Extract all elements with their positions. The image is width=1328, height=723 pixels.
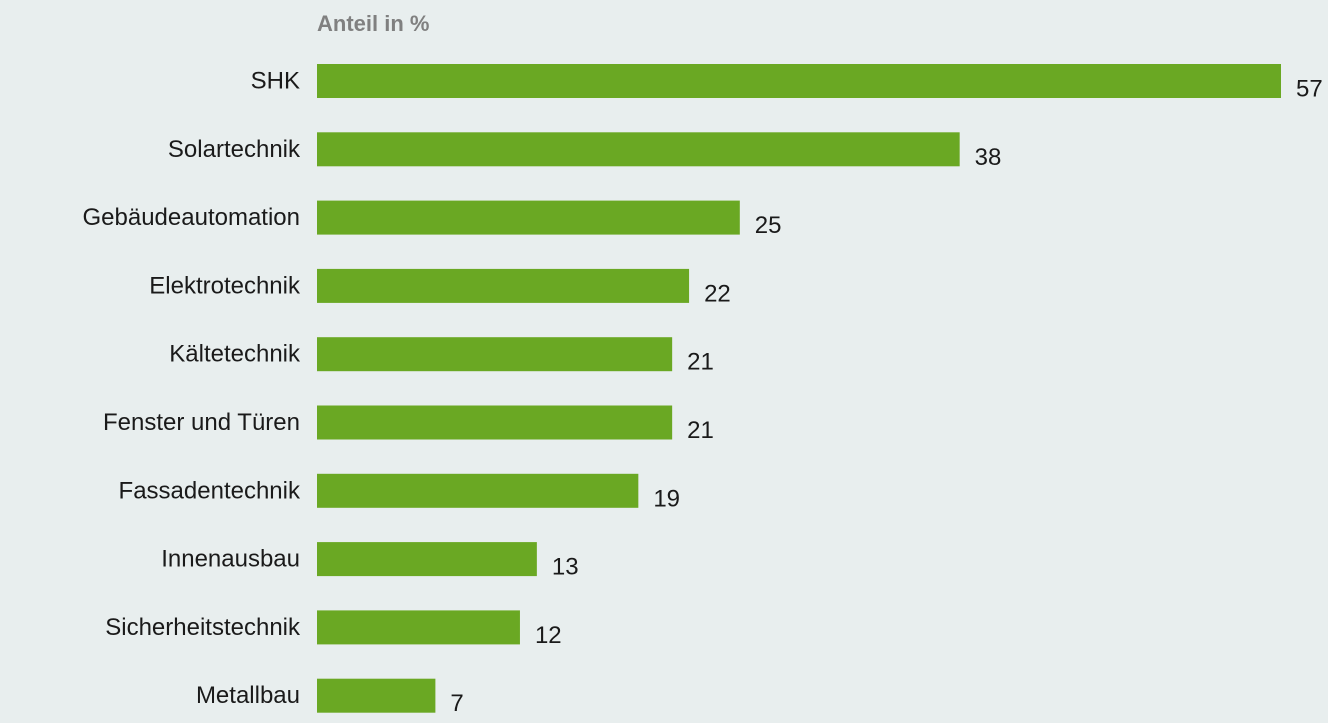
value-label-fenster-und-tueren: 21 bbox=[687, 417, 714, 444]
value-label-elektrotechnik: 22 bbox=[704, 280, 731, 307]
bars-group: SHK 57 Solartechnik 38 Gebäudeautomation 25 El… bbox=[83, 64, 1323, 717]
category-label-elektrotechnik: Elektrotechnik bbox=[149, 272, 301, 299]
chart-title: Anteil in % bbox=[317, 11, 429, 36]
category-label-fenster-und-tueren: Fenster und Türen bbox=[103, 409, 300, 436]
value-label-gebaeudeautomation: 25 bbox=[755, 212, 782, 239]
category-label-sicherheitstechnik: Sicherheitstechnik bbox=[105, 614, 301, 641]
value-label-innenausbau: 13 bbox=[552, 554, 579, 581]
value-label-metallbau: 7 bbox=[450, 690, 463, 717]
category-label-solartechnik: Solartechnik bbox=[168, 136, 301, 163]
value-label-sicherheitstechnik: 12 bbox=[535, 622, 562, 649]
category-label-fassadentechnik: Fassadentechnik bbox=[119, 477, 301, 504]
bar-fenster-und-tueren bbox=[317, 405, 673, 440]
bar-solartechnik bbox=[317, 132, 960, 167]
bar-gebaeudeautomation bbox=[317, 200, 740, 235]
bar-kaeltetechnik bbox=[317, 337, 673, 372]
bar-metallbau bbox=[317, 678, 436, 713]
bar-shk bbox=[317, 64, 1281, 98]
value-label-shk: 57 bbox=[1296, 76, 1323, 103]
category-label-metallbau: Metallbau bbox=[196, 682, 300, 709]
category-label-shk: SHK bbox=[251, 68, 300, 95]
bar-elektrotechnik bbox=[317, 268, 690, 303]
value-label-solartechnik: 38 bbox=[975, 144, 1002, 171]
value-label-kaeltetechnik: 21 bbox=[687, 349, 714, 376]
category-label-innenausbau: Innenausbau bbox=[161, 546, 300, 573]
category-label-kaeltetechnik: Kältetechnik bbox=[169, 341, 301, 368]
category-label-gebaeudeautomation: Gebäudeautomation bbox=[83, 204, 301, 231]
value-label-fassadentechnik: 19 bbox=[653, 485, 680, 512]
bar-fassadentechnik bbox=[317, 473, 639, 508]
bar-innenausbau bbox=[317, 542, 537, 577]
bar-sicherheitstechnik bbox=[317, 610, 520, 645]
